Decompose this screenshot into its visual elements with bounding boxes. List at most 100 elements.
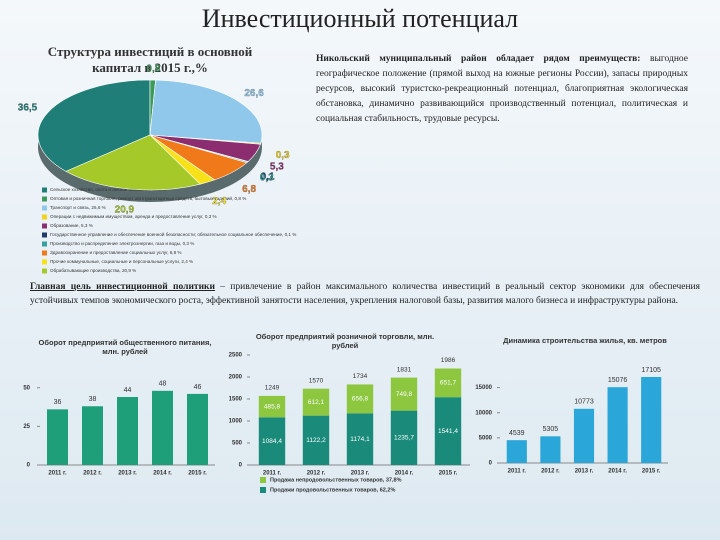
data-label: 20,9 xyxy=(115,204,135,215)
y-tick-label: 2000 xyxy=(229,375,243,381)
data-label: 1174,1 xyxy=(350,436,370,443)
bar-segment xyxy=(302,388,330,416)
bar-segment xyxy=(302,415,330,465)
y-tick-label: 500 xyxy=(232,441,243,447)
goal-text: – привлечение в район максимального коли… xyxy=(30,282,700,306)
bar xyxy=(117,397,138,465)
bar xyxy=(187,393,208,465)
legend-swatch xyxy=(260,477,266,483)
data-label: 4539 xyxy=(509,430,525,437)
bar-segment xyxy=(434,368,462,398)
advantages-text: выгодное географическое положение (прямо… xyxy=(316,54,689,124)
pie-slice xyxy=(65,134,201,191)
data-label: 656,8 xyxy=(352,396,369,403)
x-tick-label: 2013 г. xyxy=(351,471,370,477)
x-tick-label: 2015 г. xyxy=(642,469,661,475)
slide-title: Инвестиционный потенциал xyxy=(201,4,519,33)
bar xyxy=(47,409,68,465)
legend-label: Образование, 5,3 % xyxy=(50,223,93,228)
legend-swatch xyxy=(260,487,266,493)
y-tick-label: 50 xyxy=(23,385,30,391)
x-tick-label: 2014 г. xyxy=(608,469,627,475)
advantages: Никольский муниципальный район обладает … xyxy=(316,52,688,127)
x-tick-label: 2013 г. xyxy=(575,469,594,475)
chart-title: Динамика строительства жилья, кв. метров xyxy=(503,336,667,345)
y-tick-label: 25 xyxy=(23,424,30,430)
data-label: 612,1 xyxy=(308,399,325,406)
y-tick-label: 0 xyxy=(239,463,243,469)
legend-label: Продажи продовольственных товаров, 62,2% xyxy=(270,487,395,493)
bar xyxy=(607,387,628,463)
data-label: 2,4 xyxy=(212,196,226,207)
legend-label: Транспорт и связь, 26,6 % xyxy=(50,205,106,210)
x-tick-label: 2012 г. xyxy=(83,471,102,477)
data-label: 44 xyxy=(124,387,132,394)
legend-label: Обрабатывающие производства, 20,9 % xyxy=(50,268,136,273)
x-tick-label: 2012 г. xyxy=(307,471,326,477)
x-tick-label: 2012 г. xyxy=(541,469,560,475)
x-tick-label: 2011 г. xyxy=(263,471,282,477)
data-label: 749,8 xyxy=(396,391,413,398)
legend-label: Производство и распределение электроэнер… xyxy=(50,241,194,246)
legend-swatch xyxy=(42,205,47,211)
data-label: 651,7 xyxy=(440,380,457,387)
total-label: 1249 xyxy=(265,385,280,392)
bar-segment xyxy=(258,395,286,418)
x-tick-label: 2011 г. xyxy=(508,469,527,475)
y-tick-label: 15000 xyxy=(475,385,492,391)
legend-swatch xyxy=(42,196,47,202)
y-tick-label: 0 xyxy=(27,463,31,469)
data-label: 5,3 xyxy=(270,161,284,172)
y-tick-label: 5000 xyxy=(479,435,493,441)
legend-swatch xyxy=(42,232,47,238)
y-tick-label: 1500 xyxy=(229,397,243,403)
pie-slice xyxy=(149,79,263,144)
bar-segment xyxy=(346,413,374,465)
legend-label: Оптовая и розничная торговля, ремонт авт… xyxy=(50,195,246,201)
legend-swatch xyxy=(42,241,47,247)
y-tick-label: 2500 xyxy=(229,353,243,359)
legend-label: Сельское хозяйство, охота и лесное хозяй… xyxy=(50,186,166,192)
data-label: 5305 xyxy=(543,426,559,433)
x-tick-label: 2014 г. xyxy=(395,471,414,477)
data-label: 10773 xyxy=(574,399,594,406)
bar xyxy=(152,390,173,465)
bar-segment xyxy=(258,417,286,465)
bar xyxy=(540,436,561,463)
bar-segment xyxy=(346,384,374,414)
data-label: 1084,4 xyxy=(262,438,282,445)
data-label: 38 xyxy=(89,396,97,403)
advantages-heading: Никольский муниципальный район обладает … xyxy=(316,54,641,64)
goal: Главная цель инвестиционной политики – п… xyxy=(30,280,700,308)
chart-title: Оборот предприятий общественного питания… xyxy=(38,338,212,356)
legend-label: Прочие коммунальные, социальные и персон… xyxy=(50,259,193,264)
bar-segment xyxy=(434,397,462,465)
chart-title: Оборот предприятий розничной торговли, м… xyxy=(255,332,435,350)
total-label: 1734 xyxy=(353,373,368,380)
legend-swatch xyxy=(42,250,47,256)
data-label: 17105 xyxy=(641,367,661,374)
data-label: 36,5 xyxy=(18,102,38,113)
legend-swatch xyxy=(42,223,47,229)
data-label: 6,8 xyxy=(242,184,256,195)
data-label: 1122,2 xyxy=(306,437,326,444)
data-label: 0,8 xyxy=(146,64,160,75)
y-tick-label: 1000 xyxy=(229,419,243,425)
data-label: 36 xyxy=(54,399,62,406)
x-tick-label: 2015 г. xyxy=(439,471,458,477)
total-label: 1570 xyxy=(309,377,324,384)
data-label: 48 xyxy=(159,381,167,388)
data-label: 485,8 xyxy=(264,403,281,410)
data-label: 46 xyxy=(194,384,202,391)
x-tick-label: 2015 г. xyxy=(188,471,207,477)
bar xyxy=(506,440,527,463)
data-label: 1541,4 xyxy=(438,428,458,435)
y-tick-label: 10000 xyxy=(475,410,492,416)
total-label: 1831 xyxy=(397,366,412,373)
data-label: 0,1 xyxy=(261,172,275,183)
legend-swatch xyxy=(42,214,47,220)
legend-swatch xyxy=(42,268,47,274)
bar xyxy=(641,376,662,463)
